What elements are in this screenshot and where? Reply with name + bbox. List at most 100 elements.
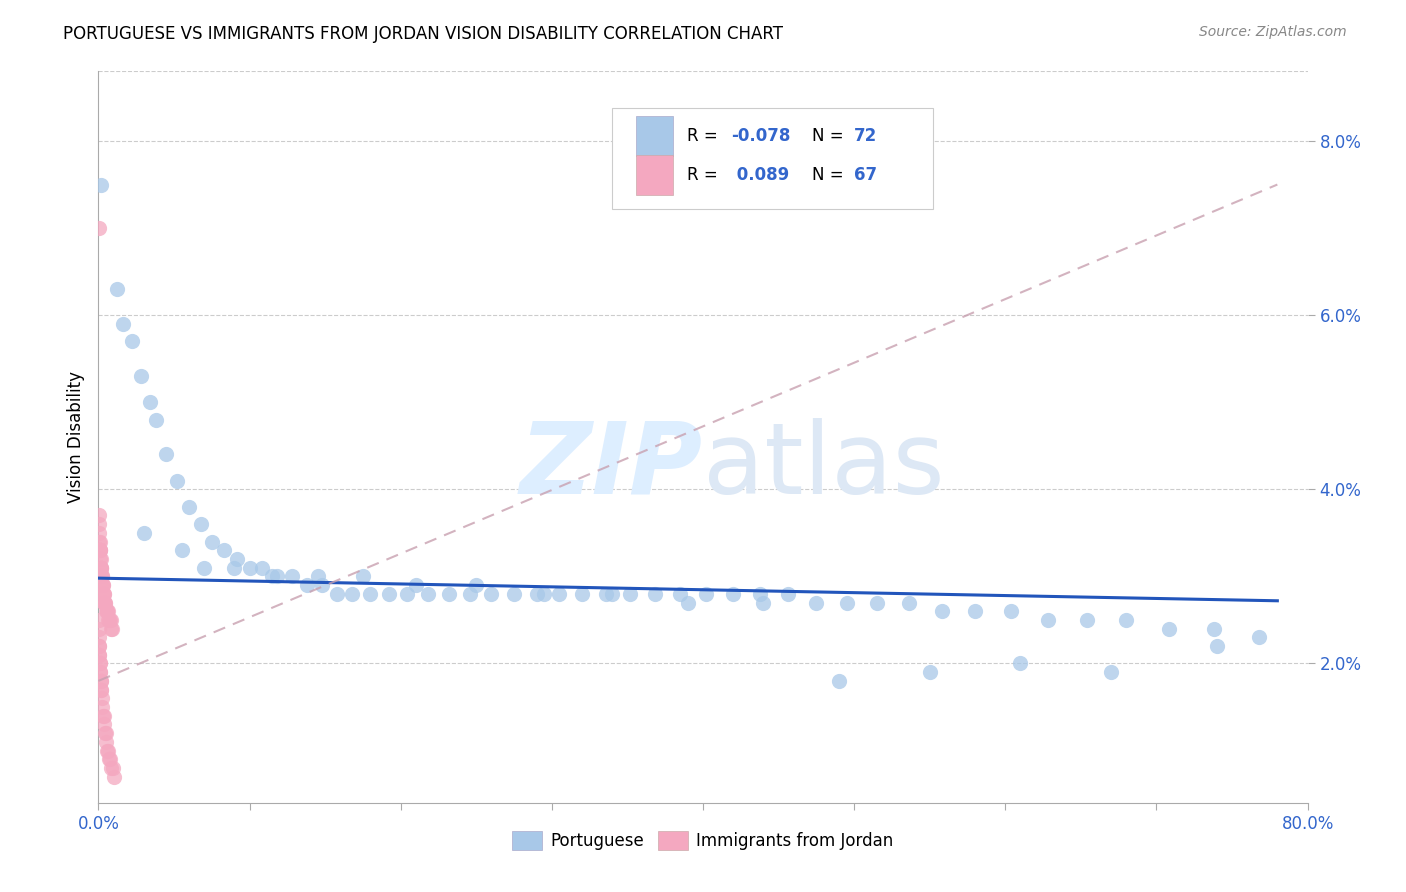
Point — [89, 543, 111, 558]
Point — [1249, 631, 1271, 645]
Point — [96, 743, 118, 757]
Text: PORTUGUESE VS IMMIGRANTS FROM JORDAN VISION DISABILITY CORRELATION CHART: PORTUGUESE VS IMMIGRANTS FROM JORDAN VIS… — [63, 25, 783, 43]
Point — [94, 726, 117, 740]
Point — [416, 587, 439, 601]
Text: R =: R = — [688, 127, 723, 145]
Point — [97, 743, 120, 757]
Point — [93, 587, 115, 601]
Point — [1010, 657, 1032, 671]
Point — [193, 560, 215, 574]
Point — [105, 282, 128, 296]
Point — [395, 587, 418, 601]
Point — [224, 560, 246, 574]
Point — [170, 543, 193, 558]
Point — [89, 543, 111, 558]
Point — [1036, 613, 1059, 627]
Point — [250, 560, 273, 574]
Point — [96, 604, 118, 618]
Point — [526, 587, 548, 601]
Point — [676, 595, 699, 609]
Text: Source: ZipAtlas.com: Source: ZipAtlas.com — [1199, 25, 1347, 39]
Point — [918, 665, 941, 680]
Point — [89, 648, 111, 662]
Point — [87, 639, 110, 653]
Point — [91, 700, 114, 714]
Text: -0.078: -0.078 — [731, 127, 790, 145]
Point — [1000, 604, 1022, 618]
Point — [481, 587, 503, 601]
Point — [89, 534, 111, 549]
Bar — [637, 155, 672, 195]
Point — [101, 622, 124, 636]
Point — [201, 534, 224, 549]
Point — [87, 613, 110, 627]
Point — [97, 613, 120, 627]
Point — [100, 761, 122, 775]
Point — [155, 448, 177, 462]
Point — [352, 569, 374, 583]
Point — [94, 726, 117, 740]
Point — [503, 587, 526, 601]
Point — [835, 595, 858, 609]
Point — [91, 708, 114, 723]
Point — [166, 474, 188, 488]
Point — [93, 595, 115, 609]
Point — [1099, 665, 1122, 680]
Point — [90, 178, 112, 192]
Point — [619, 587, 641, 601]
Point — [307, 569, 329, 583]
Point — [602, 587, 624, 601]
Point — [326, 587, 349, 601]
Point — [897, 595, 920, 609]
Point — [669, 587, 692, 601]
Point — [571, 587, 593, 601]
Point — [90, 673, 112, 688]
Point — [100, 622, 122, 636]
Point — [190, 517, 212, 532]
Point — [295, 578, 318, 592]
Point — [239, 560, 262, 574]
Point — [94, 595, 117, 609]
Point — [377, 587, 399, 601]
Point — [90, 560, 112, 574]
Point — [1206, 639, 1229, 653]
Point — [89, 665, 111, 680]
Point — [360, 587, 382, 601]
Point — [212, 543, 235, 558]
Point — [179, 500, 201, 514]
Point — [132, 525, 155, 540]
Point — [91, 578, 114, 592]
Text: ZIP: ZIP — [520, 417, 703, 515]
Point — [1202, 622, 1225, 636]
Point — [89, 665, 111, 680]
Point — [1076, 613, 1098, 627]
Point — [1157, 622, 1180, 636]
Point — [91, 578, 114, 592]
Point — [89, 552, 111, 566]
Point — [548, 587, 571, 601]
Point — [226, 552, 249, 566]
Text: N =: N = — [811, 166, 849, 185]
Point — [723, 587, 745, 601]
Point — [89, 534, 111, 549]
Text: N =: N = — [811, 127, 849, 145]
Point — [98, 752, 121, 766]
Text: 67: 67 — [855, 166, 877, 185]
Point — [93, 595, 115, 609]
Point — [828, 673, 851, 688]
Point — [98, 752, 121, 766]
Point — [111, 317, 134, 331]
Point — [91, 569, 114, 583]
Point — [139, 395, 162, 409]
Point — [93, 717, 115, 731]
Point — [465, 578, 488, 592]
Point — [98, 613, 121, 627]
Point — [87, 508, 110, 523]
Point — [89, 657, 111, 671]
Point — [262, 569, 284, 583]
Point — [91, 578, 114, 592]
Point — [776, 587, 799, 601]
Point — [931, 604, 953, 618]
Point — [87, 622, 110, 636]
Point — [866, 595, 889, 609]
